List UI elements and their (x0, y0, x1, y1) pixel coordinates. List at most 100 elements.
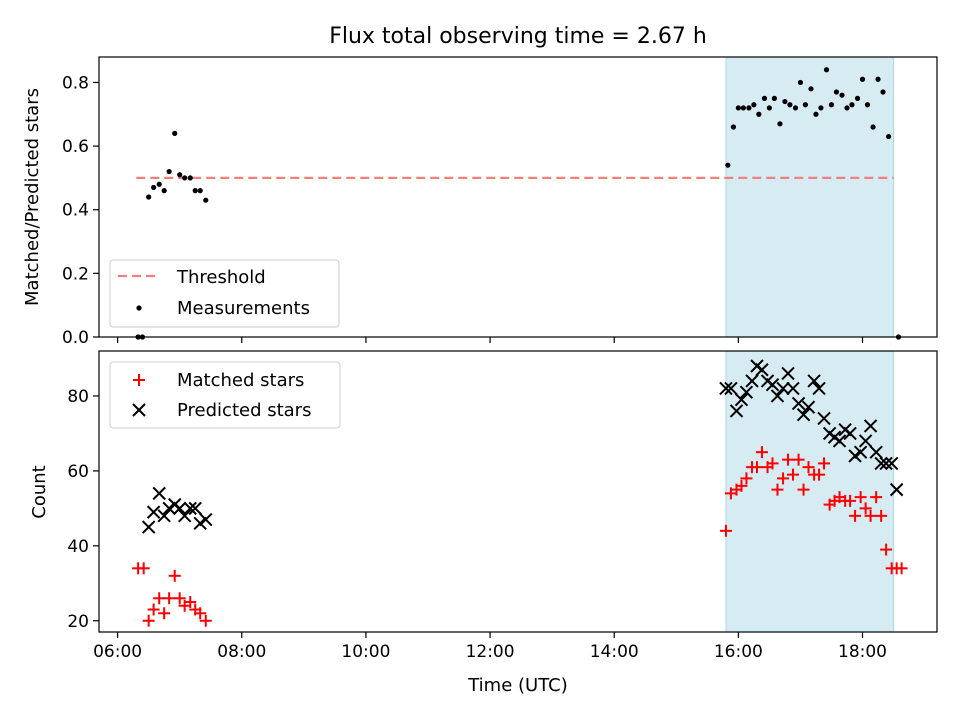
measurement-point (859, 76, 866, 82)
measurement-point (823, 67, 830, 73)
matched-star-point (854, 491, 867, 504)
count-y-tick-label: 40 (67, 537, 89, 557)
predicted-star-point (724, 381, 738, 396)
measurement-point (146, 194, 152, 200)
predicted-star-point (734, 392, 749, 407)
matched-star-point (194, 607, 207, 620)
measurement-point (151, 184, 157, 191)
measurement-point (177, 172, 183, 178)
measurement-point (833, 89, 840, 95)
measurement-point (792, 105, 799, 111)
measurement-point (187, 175, 193, 181)
matched-star-point (792, 453, 805, 466)
count-plot-frame (98, 350, 938, 633)
measurement-point (161, 188, 167, 194)
matched-star-point (771, 483, 784, 496)
matched-star-point (158, 607, 171, 620)
ratio-legend-box (109, 259, 340, 328)
predicted-star-point (874, 456, 888, 471)
predicted-star-point (858, 434, 873, 448)
predicted-star-point (729, 404, 744, 418)
predicted-star-point (755, 363, 769, 377)
count-panel: 06:00 08:00 10:00 12:00 14:00 16:00 18:00 20 40 6… (29, 350, 938, 662)
count-y-tick-label: 80 (67, 387, 89, 407)
x-tick-label: 16:00 (714, 642, 763, 662)
measurement-point (787, 102, 793, 108)
legend-threshold-label: Threshold (176, 267, 266, 288)
predicted-star-point (188, 501, 202, 516)
measurement-point (197, 188, 203, 194)
measurement-point (771, 95, 777, 101)
count-legend-box (109, 361, 341, 429)
matched-star-point (142, 614, 155, 627)
legend-predicted-swatch (132, 403, 146, 417)
measurement-point (818, 105, 824, 111)
legend-measurement-swatch (136, 305, 142, 311)
count-y-axis-label: Count (29, 465, 50, 518)
matched-star-point (777, 472, 790, 485)
predicted-star-point (745, 374, 759, 388)
matched-star-point (786, 468, 799, 481)
matched-star-point (870, 491, 883, 504)
count-legend: Matched stars Predicted stars (109, 361, 341, 429)
matched-star-point (137, 562, 150, 575)
ratio-ticks: 0.0 0.2 0.4 0.6 0.8 (62, 73, 864, 348)
predicted-star-point (853, 445, 868, 459)
matched-star-point (173, 592, 186, 605)
predicted-star-point (177, 509, 192, 523)
count-points (132, 359, 908, 627)
measurement-point (761, 95, 768, 101)
measurement-point (797, 79, 804, 86)
count-highlight-span (725, 350, 895, 633)
predicted-star-point (796, 407, 811, 422)
predicted-star-point (770, 389, 785, 403)
predicted-star-point (199, 512, 213, 527)
measurement-point (766, 105, 773, 111)
measurement-point (854, 95, 861, 101)
predicted-star-point (739, 385, 754, 399)
measurement-points (135, 67, 902, 340)
predicted-star-point (146, 505, 161, 519)
ratio-y-tick-label: 0.6 (62, 137, 89, 157)
measurement-point (828, 102, 835, 108)
x-tick-label: 08:00 (217, 642, 266, 662)
predicted-star-point (141, 520, 156, 534)
predicted-star-point (791, 396, 806, 411)
predicted-star-point (765, 378, 780, 392)
ratio-y-tick-label: 0.2 (62, 264, 89, 284)
chart-title: Flux total observing time = 2.67 h (329, 24, 707, 49)
matched-star-point (875, 509, 888, 522)
count-y-tick-label: 60 (67, 462, 89, 482)
measurement-point (172, 130, 178, 136)
predicted-star-point (183, 501, 197, 516)
ratio-highlight-span (725, 56, 895, 338)
measurement-point (735, 105, 741, 111)
ratio-y-tick-label: 0.0 (62, 328, 89, 348)
predicted-star-point (157, 509, 171, 523)
predicted-star-point (843, 426, 857, 441)
count-ticks: 06:00 08:00 10:00 12:00 14:00 16:00 18:00 20 40 6… (67, 387, 887, 662)
matched-star-point (849, 509, 862, 522)
legend-matched-label: Matched stars (177, 370, 304, 391)
matched-star-point (163, 592, 176, 605)
matched-star-point (782, 453, 795, 466)
matched-star-point (750, 461, 763, 474)
matched-star-point (735, 479, 748, 492)
predicted-star-point (884, 456, 899, 471)
measurement-point (813, 111, 819, 117)
predicted-star-point (879, 456, 893, 471)
matched-star-point (740, 472, 753, 485)
measurement-point (844, 105, 850, 111)
measurement-point (864, 102, 871, 108)
x-tick-label: 12:00 (466, 642, 515, 662)
ratio-panel: 0.00.20.40.60.8 Matched/Predicted stars … (22, 56, 938, 348)
measurement-point (875, 76, 881, 82)
measurement-point (203, 197, 209, 203)
measurement-point (156, 181, 162, 187)
measurement-point (885, 133, 892, 140)
predicted-star-point (812, 381, 826, 396)
measurement-point (730, 124, 736, 130)
ratio-legend: Threshold Measurements (109, 259, 340, 328)
predicted-star-point (152, 486, 166, 501)
x-axis-label: Time (UTC) (467, 675, 568, 696)
